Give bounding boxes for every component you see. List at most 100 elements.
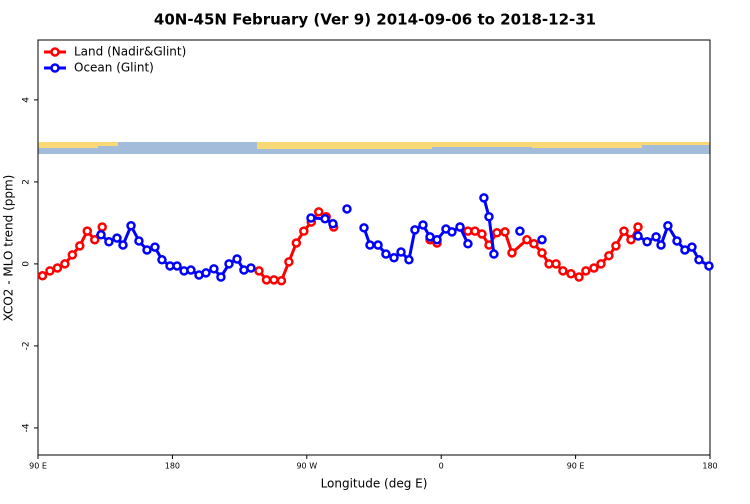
point	[611, 241, 621, 251]
point	[365, 240, 375, 250]
y-axis-label: XCO2 - MLO trend (ppm)	[2, 175, 16, 322]
point	[150, 242, 160, 252]
point	[484, 211, 494, 222]
point	[96, 230, 106, 240]
point	[507, 248, 517, 258]
point	[651, 232, 661, 242]
y-tick-label: 2	[22, 179, 32, 185]
point	[404, 255, 414, 265]
point	[67, 250, 78, 260]
point	[672, 236, 682, 246]
point	[489, 249, 499, 259]
point	[342, 204, 352, 214]
x-tick-label: 180	[165, 462, 180, 471]
legend-marker	[50, 63, 60, 73]
point	[306, 213, 316, 223]
point	[463, 239, 473, 249]
land-band	[642, 142, 710, 145]
y-tick-label: -4	[22, 423, 32, 432]
point	[118, 240, 128, 250]
point	[246, 263, 256, 273]
point	[276, 275, 287, 286]
point	[656, 240, 666, 250]
point	[172, 261, 182, 271]
x-tick-label: 90 W	[296, 462, 317, 471]
point	[284, 257, 294, 267]
land-band	[38, 142, 98, 148]
point	[432, 234, 442, 245]
point	[604, 250, 614, 261]
point	[60, 259, 70, 269]
point	[500, 227, 510, 237]
point	[529, 239, 539, 249]
point	[201, 268, 211, 278]
point	[477, 229, 487, 239]
point	[52, 263, 63, 273]
point	[479, 193, 489, 203]
point	[558, 266, 568, 276]
point	[551, 259, 561, 269]
point	[633, 231, 643, 241]
land-band	[432, 142, 532, 147]
chart-title: 40N-45N February (Ver 9) 2014-09-06 to 2…	[154, 11, 596, 29]
point	[299, 226, 309, 236]
point	[619, 226, 629, 236]
point	[663, 221, 673, 231]
land-ocean-strip	[38, 142, 710, 154]
point	[410, 225, 420, 235]
y-tick-label: 4	[22, 97, 32, 103]
point	[216, 272, 226, 282]
point	[320, 214, 330, 224]
point	[97, 222, 107, 232]
point	[104, 237, 114, 247]
legend-marker	[50, 47, 60, 57]
point	[492, 227, 502, 238]
point	[389, 253, 399, 263]
y-tick-label: 0	[22, 261, 32, 267]
point	[126, 221, 136, 231]
point	[291, 238, 302, 248]
point	[142, 245, 152, 255]
point	[396, 247, 406, 257]
point	[269, 275, 279, 285]
point	[157, 255, 167, 265]
point	[359, 223, 369, 233]
land-band	[257, 142, 432, 149]
point	[522, 234, 532, 245]
point	[45, 266, 55, 276]
point	[589, 263, 599, 273]
point	[566, 268, 576, 279]
point	[687, 242, 697, 252]
point	[112, 233, 122, 243]
legend-label: Ocean (Glint)	[74, 61, 154, 75]
legend-label: Land (Nadir&Glint)	[74, 45, 186, 59]
point	[581, 266, 591, 276]
land-band	[98, 142, 118, 146]
point	[704, 261, 714, 271]
point	[537, 248, 547, 258]
x-tick-label: 180	[702, 462, 717, 471]
point	[455, 222, 465, 232]
point	[89, 234, 100, 245]
point	[232, 254, 242, 264]
plot-frame	[37, 39, 711, 456]
y-tick-label: -2	[22, 341, 32, 350]
point	[134, 236, 144, 246]
point	[381, 249, 391, 259]
x-tick-label: 0	[439, 462, 444, 471]
point	[418, 220, 428, 230]
point	[37, 271, 48, 281]
point	[574, 272, 584, 282]
point	[626, 234, 636, 245]
point	[642, 237, 652, 247]
point	[596, 259, 606, 269]
point	[209, 264, 219, 274]
point	[694, 255, 704, 265]
point	[254, 266, 264, 276]
point	[82, 226, 93, 236]
point	[313, 207, 324, 217]
x-axis-label: Longitude (deg E)	[321, 477, 428, 491]
series-line	[100, 197, 710, 280]
